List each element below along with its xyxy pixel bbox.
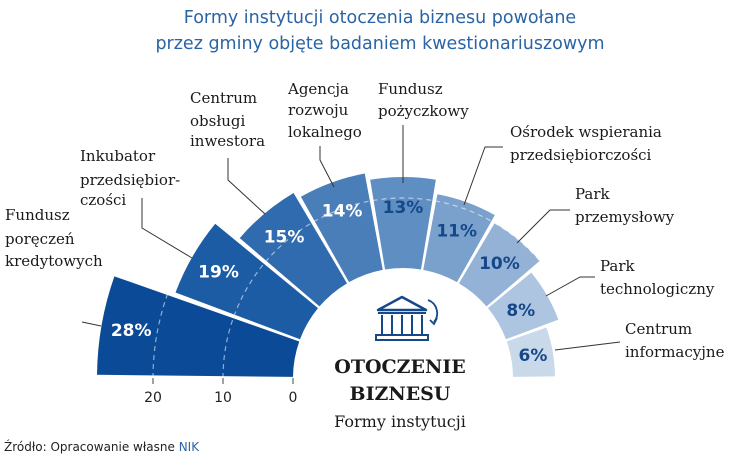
value-label: 6%	[519, 346, 548, 366]
category-label-line: pożyczkowy	[378, 102, 469, 120]
bar-sector	[239, 192, 348, 307]
category-label-line: inwestora	[190, 132, 265, 150]
value-label: 8%	[506, 301, 535, 321]
bar-sector	[300, 173, 383, 283]
category-label: Park technologiczny	[600, 257, 715, 298]
bar-sector	[488, 272, 559, 340]
value-label: 15%	[264, 227, 305, 247]
category-label-line: obsługi	[190, 112, 245, 130]
category-label-line: informacyjne	[625, 343, 725, 361]
value-label: 10%	[479, 254, 520, 274]
center-subtitle: Formy instytucji	[334, 412, 466, 431]
bar-sector	[97, 276, 300, 377]
bar-sector	[175, 223, 318, 340]
category-label-line: Fundusz	[5, 206, 70, 224]
chart-title-line: Formy instytucji otoczenia biznesu powoł…	[184, 8, 576, 28]
bar-sector	[370, 176, 436, 270]
category-label-line: Inkubator	[80, 147, 156, 165]
category-label-line: Centrum	[625, 320, 692, 338]
leader-line	[554, 341, 621, 351]
bar-sector	[506, 327, 555, 377]
category-label-line: przedsiębiorczości	[510, 146, 652, 164]
value-label: 11%	[436, 221, 477, 241]
source-prefix: Źródło: Opracowanie własne	[4, 440, 179, 454]
category-label: Inkubator przedsiębior-czości	[80, 147, 180, 209]
category-label-line: technologiczny	[600, 280, 715, 298]
leader-line	[463, 146, 503, 206]
leader-line	[319, 146, 335, 188]
category-label-line: Park	[600, 257, 636, 275]
value-label: 14%	[322, 202, 363, 222]
axis-tick-label: 10	[214, 390, 232, 406]
leader-line	[545, 276, 595, 297]
axis-tick-label: 0	[289, 390, 298, 406]
category-label-line: rozwoju	[288, 101, 349, 119]
category-label-line: lokalnego	[288, 123, 362, 141]
category-label: Centrum informacyjne	[625, 320, 725, 361]
center-title-line: OTOCZENIE	[334, 356, 465, 378]
leader-line	[81, 321, 102, 327]
base	[375, 334, 429, 341]
category-label: Ośrodek wspierania przedsiębiorczości	[510, 123, 662, 164]
category-label: Fundusz poręczeń kredytowych	[5, 206, 103, 270]
leader-line	[141, 198, 193, 259]
center-title-line: BIZNESU	[350, 383, 451, 405]
source-org: NIK	[178, 440, 200, 454]
value-label: 28%	[111, 321, 152, 341]
institution-building-icon	[375, 295, 439, 341]
bar-sector	[423, 194, 495, 283]
category-label: Agencja rozwoju lokalnego	[287, 80, 362, 141]
category-label: Fundusz pożyczkowy	[378, 80, 469, 120]
leader-line	[227, 158, 266, 215]
bar-sector	[458, 223, 540, 307]
value-label: 13%	[383, 198, 424, 218]
chart-title-line: przez gminy objęte badaniem kwestionariu…	[155, 34, 604, 54]
category-label: Centrum obsługi inwestora	[190, 89, 265, 150]
source-note: Źródło: Opracowanie własne NIK	[4, 440, 199, 454]
category-label-line: Agencja	[287, 80, 349, 98]
category-label-line: przedsiębior-	[80, 171, 180, 189]
category-label-line: Centrum	[190, 89, 257, 107]
leader-line	[516, 209, 570, 244]
grid-circle	[222, 197, 584, 379]
category-label-line: kredytowych	[5, 252, 103, 270]
category-label-line: Fundusz	[378, 80, 443, 98]
category-label: Park przemysłowy	[575, 185, 675, 226]
axis-tick-label: 20	[144, 390, 162, 406]
category-label-line: przemysłowy	[575, 208, 675, 226]
value-label: 19%	[198, 263, 239, 283]
rotate-arrowhead	[429, 317, 438, 326]
category-label-line: czości	[80, 191, 126, 209]
category-label-line: Ośrodek wspierania	[510, 123, 662, 141]
roof	[376, 295, 428, 312]
category-label-line: Park	[575, 185, 611, 203]
category-label-line: poręczeń	[5, 230, 75, 248]
